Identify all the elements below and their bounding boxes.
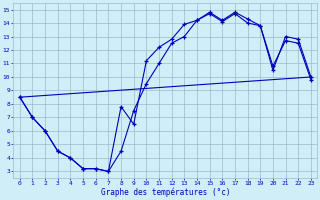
X-axis label: Graphe des températures (°c): Graphe des températures (°c) [100,188,230,197]
